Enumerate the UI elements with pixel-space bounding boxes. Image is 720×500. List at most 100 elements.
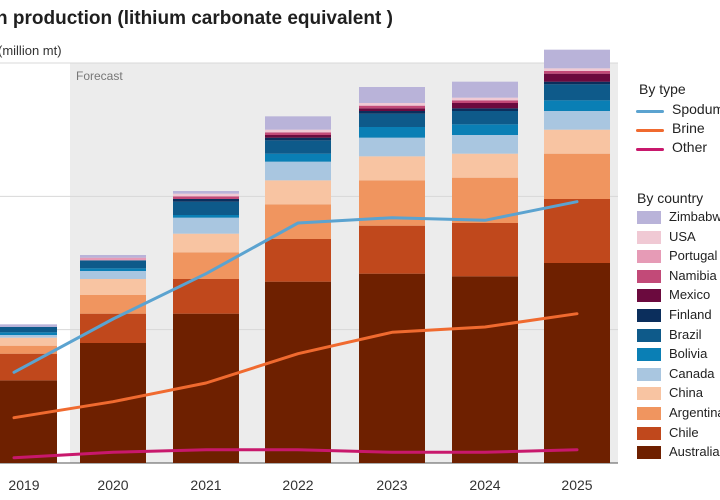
bar-segment-argentina-2020: [80, 295, 146, 314]
bar-segment-zimbabwe-2021: [173, 191, 239, 194]
bar-segment-argentina-2019: [0, 345, 57, 354]
legend-swatch-portugal: [637, 250, 661, 264]
bar-segment-zimbabwe-2019: [0, 324, 57, 327]
bar-segment-canada-2022: [265, 161, 331, 181]
bar-segment-zimbabwe-2020: [80, 255, 146, 258]
legend-line-swatch-other: [636, 148, 664, 151]
legend-swatch-chile: [637, 426, 661, 440]
bar-segment-brazil-2021: [173, 201, 239, 215]
bar-segment-chile-2023: [359, 225, 425, 274]
legend-line-label-brine: Brine: [672, 120, 705, 136]
bar-segment-namibia-2021: [173, 196, 239, 199]
legend-label-canada: Canada: [669, 365, 715, 381]
bar-segment-china-2025: [544, 129, 610, 154]
bar-segment-bolivia-2019: [0, 332, 57, 335]
bar-segment-chile-2025: [544, 199, 610, 263]
bar-segment-usa-2022: [265, 129, 331, 133]
bar-segment-namibia-2023: [359, 105, 425, 109]
legend-swatch-zimbabwe: [637, 211, 661, 224]
legend-label-chile: Chile: [669, 424, 699, 440]
legend-swatch-argentina: [637, 407, 661, 420]
bar-segment-china-2023: [359, 156, 425, 181]
bar-segment-zimbabwe-2025: [544, 49, 610, 69]
bar-segment-brazil-2024: [452, 111, 518, 125]
x-tick-label: 2024: [469, 477, 500, 493]
bar-segment-mexico-2025: [544, 73, 610, 82]
legend-swatch-china: [637, 387, 661, 401]
bar-segment-usa-2024: [452, 97, 518, 101]
bar-segment-australia-2025: [544, 263, 610, 463]
series-line-other: [12, 448, 579, 460]
bar-segment-namibia-2024: [452, 100, 518, 103]
bar-segment-canada-2021: [173, 217, 239, 234]
bar-segment-zimbabwe-2023: [359, 87, 425, 103]
forecast-region: [70, 63, 618, 463]
legend-label-namibia: Namibia: [669, 267, 717, 283]
bar-segment-finland-2025: [544, 81, 610, 85]
bar-segment-zimbabwe-2024: [452, 81, 518, 98]
x-tick-label: 2019: [8, 477, 39, 493]
legend-label-finland: Finland: [669, 307, 712, 322]
bar-segment-bolivia-2025: [544, 100, 610, 111]
bar-segment-namibia-2025: [544, 71, 610, 74]
legend-by-type-title: By type: [639, 81, 686, 97]
legend-swatch-canada: [637, 367, 661, 381]
bar-segment-brazil-2022: [265, 140, 331, 154]
bar-segment-china-2022: [265, 180, 331, 205]
legend-swatch-mexico: [637, 289, 661, 303]
legend-label-mexico: Mexico: [669, 287, 711, 303]
bar-segment-chile-2024: [452, 223, 518, 277]
bar-segment-canada-2020: [80, 271, 146, 279]
series-line-spodumene: [12, 200, 579, 374]
legend-label-portugal: Portugal: [669, 248, 718, 264]
bar-segment-australia-2023: [359, 273, 425, 463]
bar-segment-usa-2025: [544, 68, 610, 71]
bar-segment-brazil-2020: [80, 260, 146, 269]
bar-segment-canada-2023: [359, 137, 425, 157]
legend-swatch-australia: [637, 446, 661, 460]
bar-segment-zimbabwe-2022: [265, 116, 331, 130]
bar-segment-bolivia-2020: [80, 268, 146, 271]
bar-segment-chile-2022: [265, 239, 331, 282]
bar-segment-argentina-2025: [544, 153, 610, 199]
bar-segment-usa-2021: [173, 193, 239, 197]
legend-line-swatch-spodumene: [636, 110, 664, 113]
series-line-brine: [12, 312, 579, 420]
bar-segment-chile-2019: [0, 353, 57, 381]
bar-segment-namibia-2022: [265, 132, 331, 135]
legend-line-label-other: Other: [672, 139, 708, 155]
bar-segment-bolivia-2024: [452, 124, 518, 135]
bar-segment-brazil-2025: [544, 84, 610, 101]
bar-segment-usa-2023: [359, 103, 425, 106]
bar-segment-finland-2024: [452, 108, 518, 111]
x-tick-label: 2025: [561, 477, 592, 493]
bar-segment-australia-2022: [265, 281, 331, 463]
bar-segment-finland-2023: [359, 111, 425, 114]
bar-segment-mexico-2023: [359, 108, 425, 111]
legend-swatch-finland: [637, 309, 661, 322]
legend-line-label-spodumene: Spodumene: [672, 101, 720, 117]
bar-segment-mexico-2022: [265, 135, 331, 138]
x-tick-label: 2021: [190, 477, 221, 493]
bar-segment-canada-2025: [544, 111, 610, 130]
bar-segment-australia-2024: [452, 276, 518, 463]
legend-line-swatch-brine: [636, 129, 664, 132]
bar-segment-bolivia-2023: [359, 127, 425, 138]
bar-segment-china-2021: [173, 233, 239, 253]
x-tick-label: 2020: [97, 477, 128, 493]
legend-swatch-brazil: [637, 328, 661, 342]
legend-label-brazil: Brazil: [669, 326, 702, 342]
legend-label-usa: USA: [669, 228, 696, 244]
legend-swatch-bolivia: [637, 348, 661, 362]
legend-swatch-usa: [637, 230, 661, 244]
bar-segment-portugal-2020: [80, 257, 146, 261]
legend-label-bolivia: Bolivia: [669, 346, 708, 362]
legend-swatch-namibia: [637, 269, 661, 283]
bar-segment-australia-2019: [0, 380, 57, 463]
legend-label-australia: Australia: [669, 444, 720, 460]
bar-segment-brazil-2023: [359, 113, 425, 127]
chart-title: n production (lithium carbonate equivale…: [0, 8, 393, 29]
bar-segment-china-2020: [80, 279, 146, 295]
bar-segment-canada-2019: [0, 335, 57, 338]
